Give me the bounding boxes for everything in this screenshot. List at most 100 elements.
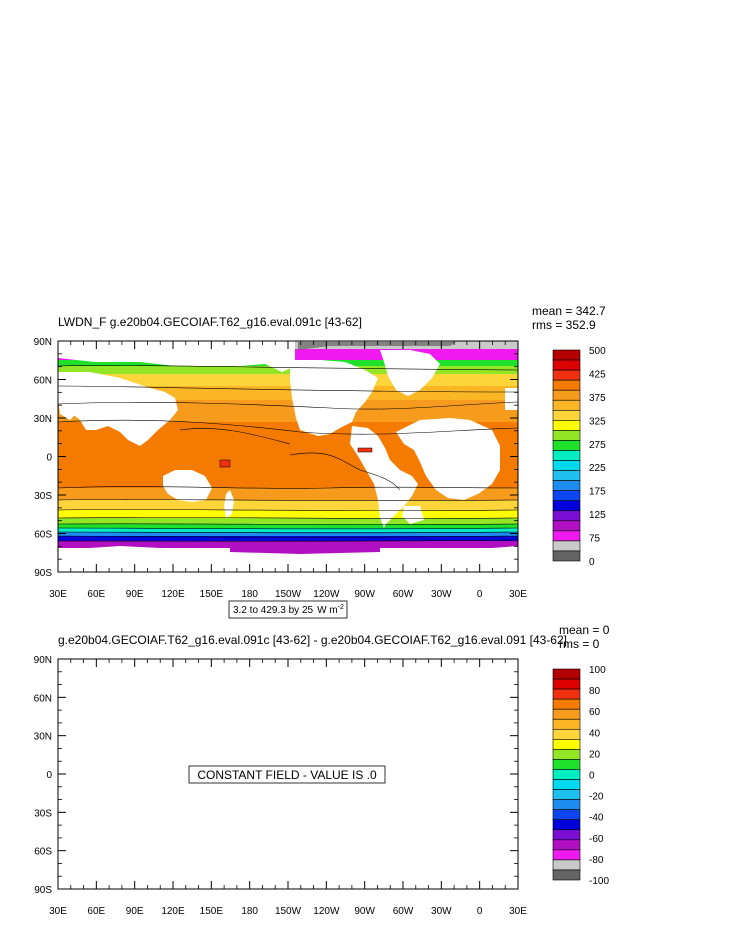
colorbar-box [552,819,581,831]
panel1-rms: rms = 352.9 [532,318,596,332]
range-label: 3.2 to 429.3 by 25 W m-2 [233,604,344,616]
colorbar-box [552,839,581,851]
colorbar-label: 425 [589,369,606,380]
colorbar-box [552,490,581,502]
colorbar-box [552,440,581,451]
range-label-units: W m [317,605,338,616]
y-tick-label: 60S [34,847,52,858]
colorbar-box [552,349,581,361]
constant-field-box [188,765,386,784]
x-tick-label: 60E [87,589,105,600]
colorbar-box [552,520,581,532]
range-label-text: 3.2 to 429.3 by 25 [233,605,314,616]
colorbar-label: 175 [589,487,606,498]
x-tick-label: 120E [161,906,185,917]
x-tick-label: 30W [431,589,452,600]
colorbar-box [552,430,581,441]
colorbar-label: 125 [589,510,606,521]
y-tick-label: 90S [34,885,52,896]
colorbar-label: -40 [589,813,604,824]
colorbar-label: 0 [589,771,595,782]
x-tick-label: 30E [49,906,67,917]
colorbar-box [552,420,581,431]
colorbar-box [552,769,581,780]
colorbar-label: 40 [589,728,601,739]
colorbar-box [552,500,581,512]
colorbar-box [552,728,581,740]
colorbar-box [552,759,581,770]
colorbar-label: -20 [589,792,604,803]
colorbar-box [552,470,581,481]
y-tick-label: 30S [34,808,52,819]
colorbar-box [552,379,581,391]
colorbar-box [552,718,581,730]
x-tick-label: 150E [200,589,224,600]
y-tick-label: 0 [46,453,52,464]
x-tick-label: 60W [393,906,414,917]
colorbar-box [552,688,581,700]
panel2-x-axis: 30E 60E 90E 120E 150E 180 150W 120W 90W 60W 30W 0 30… [49,659,527,917]
x-tick-label: 150W [275,906,302,917]
colorbar-box [552,809,581,821]
colorbar-box [552,480,581,491]
y-tick-label: 90N [34,337,52,348]
panel2-colorbar [552,668,581,881]
x-tick-label: 30W [431,906,452,917]
colorbar-label: -60 [589,834,604,845]
colorbar-box [552,698,581,710]
colorbar-box [552,530,581,542]
x-tick-label: 0 [477,906,483,917]
x-tick-label: 60W [393,589,414,600]
panel2-mean: mean = 0 [559,623,610,637]
panel1-title: LWDN_F g.e20b04.GECOIAF.T62_g16.eval.091… [58,315,362,329]
panel1-mean: mean = 342.7 [532,304,606,318]
panel2-rms: rms = 0 [559,637,600,651]
colorbar-label: 275 [589,440,606,451]
panel2-y-axis: 90N 60N 30N 0 30S 60S 90S [34,655,518,896]
colorbar-box [552,849,581,861]
constant-field-note: CONSTANT FIELD - VALUE IS .0 [197,768,377,782]
x-tick-label: 150E [200,906,224,917]
colorbar-box [552,460,581,471]
colorbar-label: 375 [589,393,606,404]
y-tick-label: 90S [34,568,52,579]
x-tick-label: 120W [313,589,340,600]
colorbar-box [552,668,581,680]
colorbar-label: 225 [589,463,606,474]
colorbar-box [552,399,581,411]
colorbar-box [552,359,581,371]
colorbar-label: 500 [589,346,606,357]
colorbar-box [552,450,581,461]
colorbar-box [552,550,581,562]
y-tick-label: 60N [34,693,52,704]
x-tick-label: 180 [241,589,258,600]
y-tick-label: 30N [34,414,52,425]
x-tick-label: 30E [49,589,67,600]
colorbar-box [552,789,581,800]
x-tick-label: 90W [354,906,375,917]
colorbar-box [552,779,581,790]
colorbar-box [552,540,581,552]
panel1-x-axis: 30E 60E 90E 120E 150E 180 150W 120W 90W 60W 30W 0 30… [49,341,527,600]
y-tick-label: 60N [34,376,52,387]
colorbar-box [552,869,581,881]
colorbar-label: 60 [589,707,601,718]
panel2-title: g.e20b04.GECOIAF.T62_g16.eval.091c [43-6… [58,633,567,647]
colorbar-box [552,739,581,750]
x-tick-label: 30E [509,906,527,917]
colorbar-label: 20 [589,749,601,760]
colorbar-label: 0 [589,557,595,568]
x-tick-label: 90E [126,589,144,600]
x-tick-label: 90E [126,906,144,917]
y-tick-label: 60S [34,530,52,541]
range-label-units-exp: -2 [338,604,344,611]
panel1-map-field [58,341,518,572]
colorbar-box [552,749,581,760]
x-tick-label: 90W [354,589,375,600]
colorbar-label: -100 [589,876,609,887]
x-tick-label: 150W [275,589,302,600]
panel2-colorbar-labels: 100 80 60 40 20 0 -20 -40 -60 -80 -100 [589,665,609,887]
colorbar-box [552,369,581,381]
x-tick-label: 30E [509,589,527,600]
colorbar-box [552,799,581,810]
